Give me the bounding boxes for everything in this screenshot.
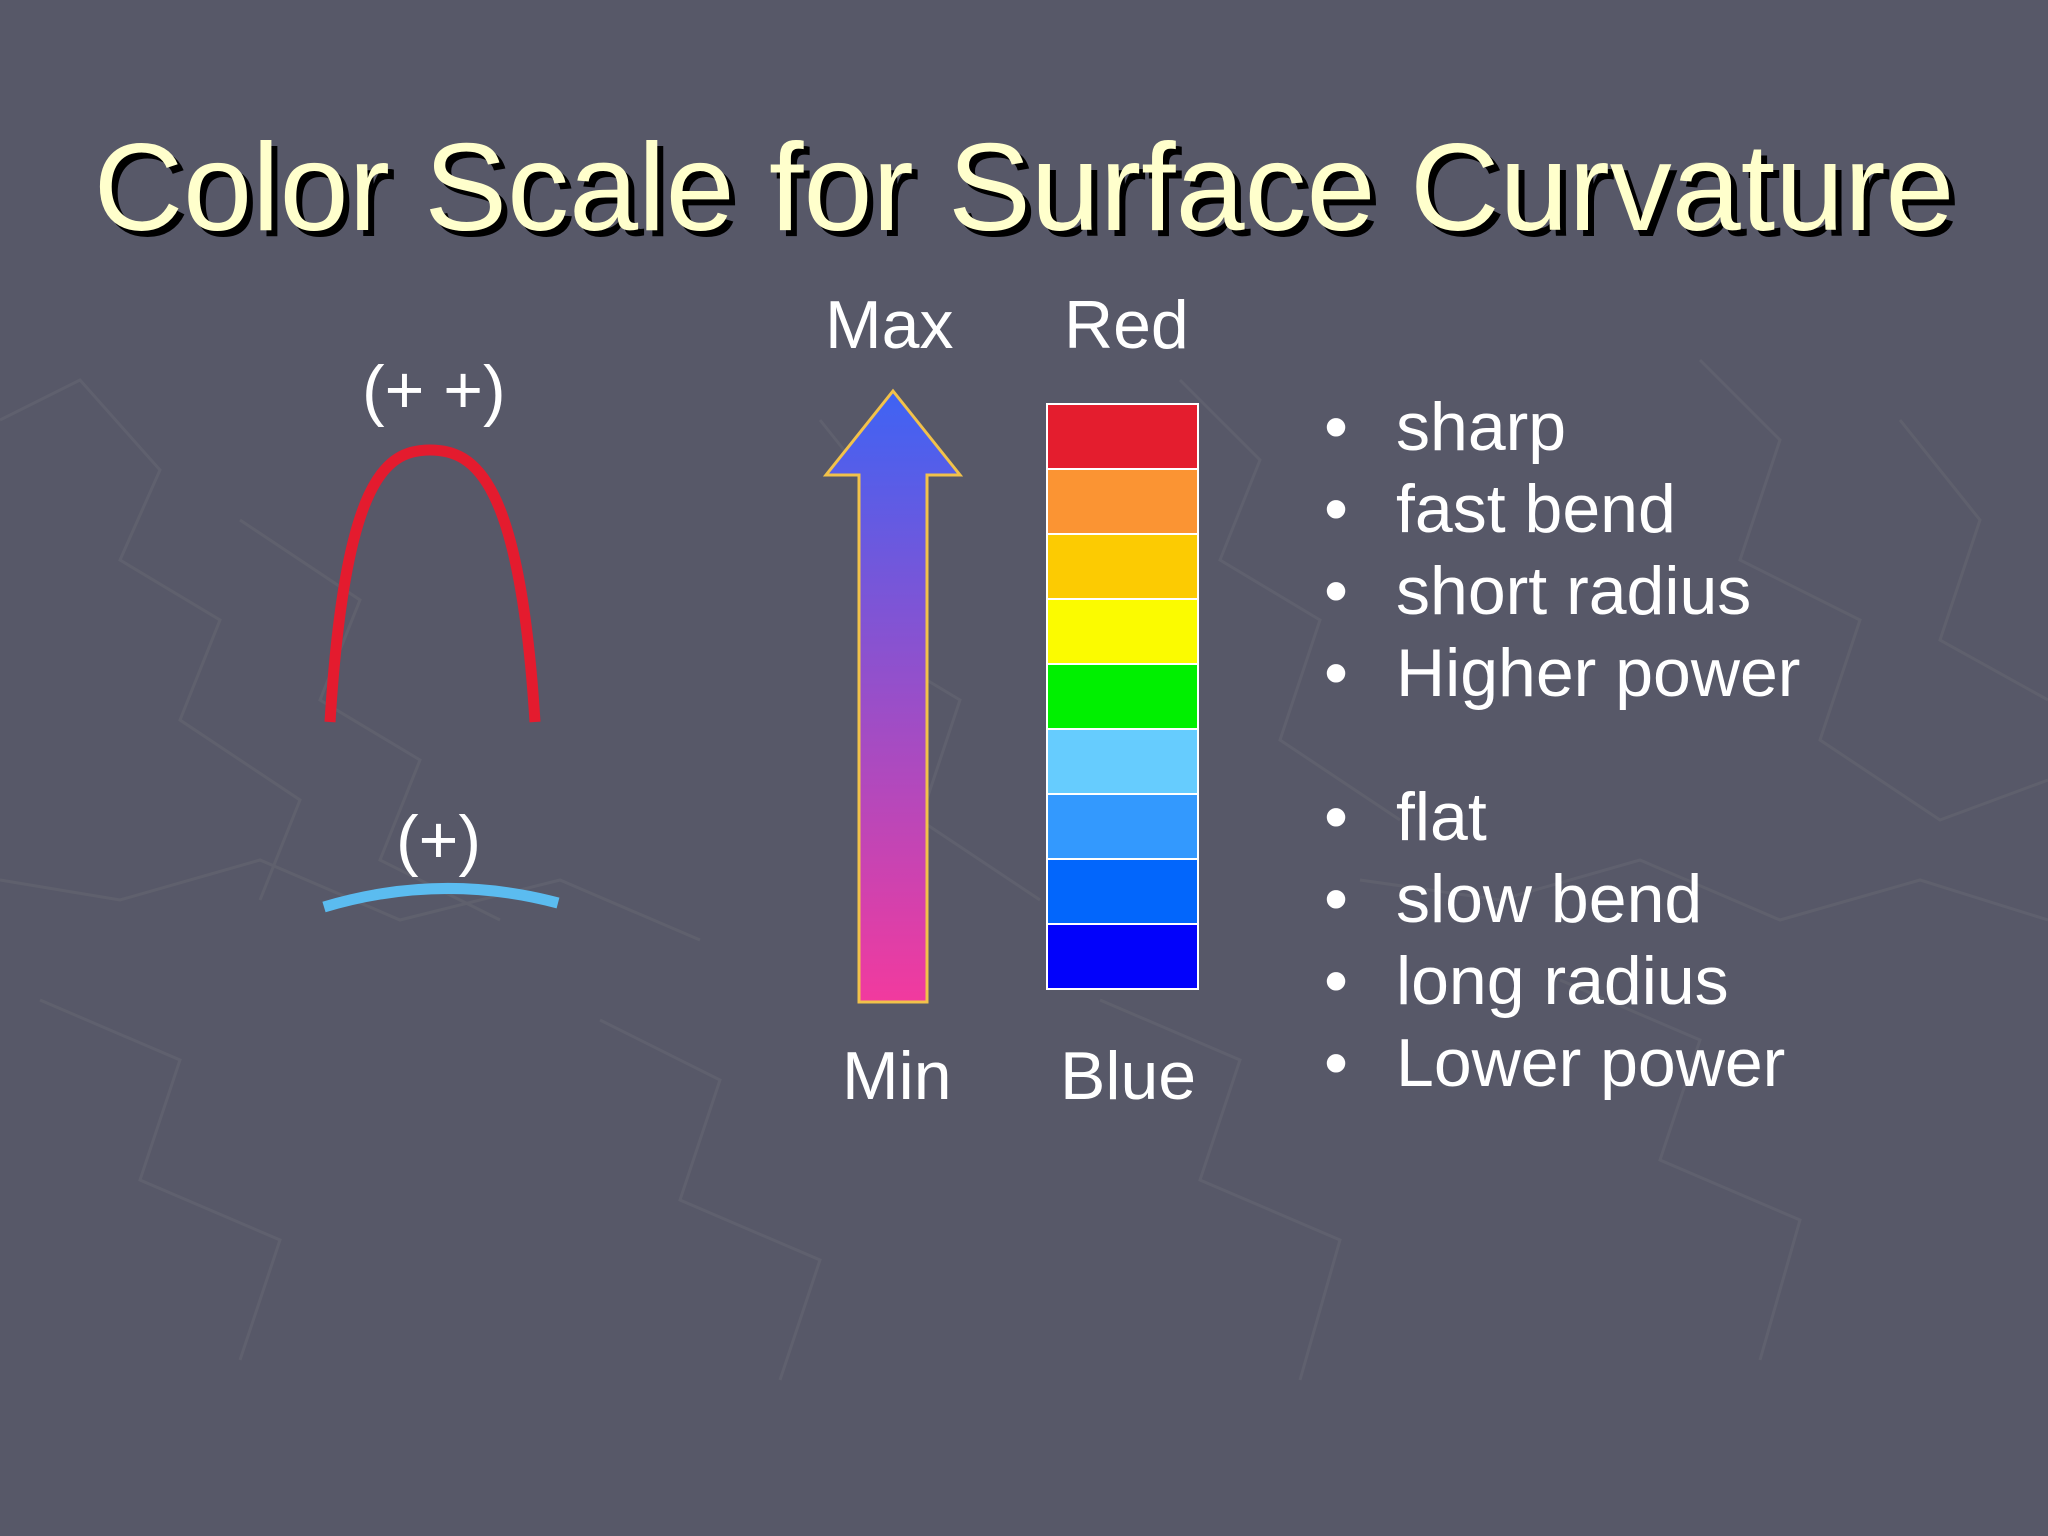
bullet-text: flat — [1396, 779, 1487, 855]
bullet-marker: • — [1324, 861, 1348, 937]
list-item: • flat — [1316, 776, 1785, 858]
scale-swatch — [1046, 533, 1199, 600]
bullet-text: Lower power — [1396, 1025, 1786, 1101]
high-curvature-list: • sharp • fast bend • short radius • Higher pow… — [1316, 386, 1800, 714]
list-item: • fast bend — [1316, 468, 1800, 550]
max-min-arrow — [822, 388, 964, 1004]
list-item: • Lower power — [1316, 1022, 1785, 1104]
bullet-marker: • — [1324, 779, 1348, 855]
bullet-text: short radius — [1396, 553, 1752, 629]
arrow-max-label: Max — [825, 287, 954, 363]
scale-swatch — [1046, 468, 1199, 535]
list-item: • short radius — [1316, 550, 1800, 632]
steep-curve-label: (+ +) — [362, 352, 506, 428]
low-curvature-list: • flat • slow bend • long radius • Lower power — [1316, 776, 1785, 1104]
scale-red-label: Red — [1064, 287, 1189, 363]
steep-curve — [324, 444, 541, 723]
flat-curve — [322, 883, 560, 913]
bullet-marker: • — [1324, 471, 1348, 547]
bullet-marker: • — [1324, 635, 1348, 711]
bullet-text: Higher power — [1396, 635, 1801, 711]
slide-title: Color Scale for Surface Curvature — [93, 119, 1955, 257]
bullet-marker: • — [1324, 553, 1348, 629]
list-item: • slow bend — [1316, 858, 1785, 940]
bullet-marker: • — [1324, 1025, 1348, 1101]
list-item: • sharp — [1316, 386, 1800, 468]
bullet-text: fast bend — [1396, 471, 1676, 547]
flat-curve-label: (+) — [396, 802, 481, 878]
scale-swatch — [1046, 403, 1199, 470]
scale-swatch — [1046, 793, 1199, 860]
scale-swatch — [1046, 728, 1199, 795]
arrow-min-label: Min — [842, 1038, 952, 1114]
bullet-text: slow bend — [1396, 861, 1703, 937]
bullet-marker: • — [1324, 943, 1348, 1019]
bullet-text: sharp — [1396, 389, 1567, 465]
list-item: • Higher power — [1316, 632, 1800, 714]
scale-swatch — [1046, 598, 1199, 665]
bullet-text: long radius — [1396, 943, 1729, 1019]
color-scale — [1046, 403, 1199, 990]
scale-blue-label: Blue — [1060, 1038, 1197, 1114]
scale-swatch — [1046, 663, 1199, 730]
list-item: • long radius — [1316, 940, 1785, 1022]
scale-swatch — [1046, 923, 1199, 990]
scale-swatch — [1046, 858, 1199, 925]
bullet-marker: • — [1324, 389, 1348, 465]
